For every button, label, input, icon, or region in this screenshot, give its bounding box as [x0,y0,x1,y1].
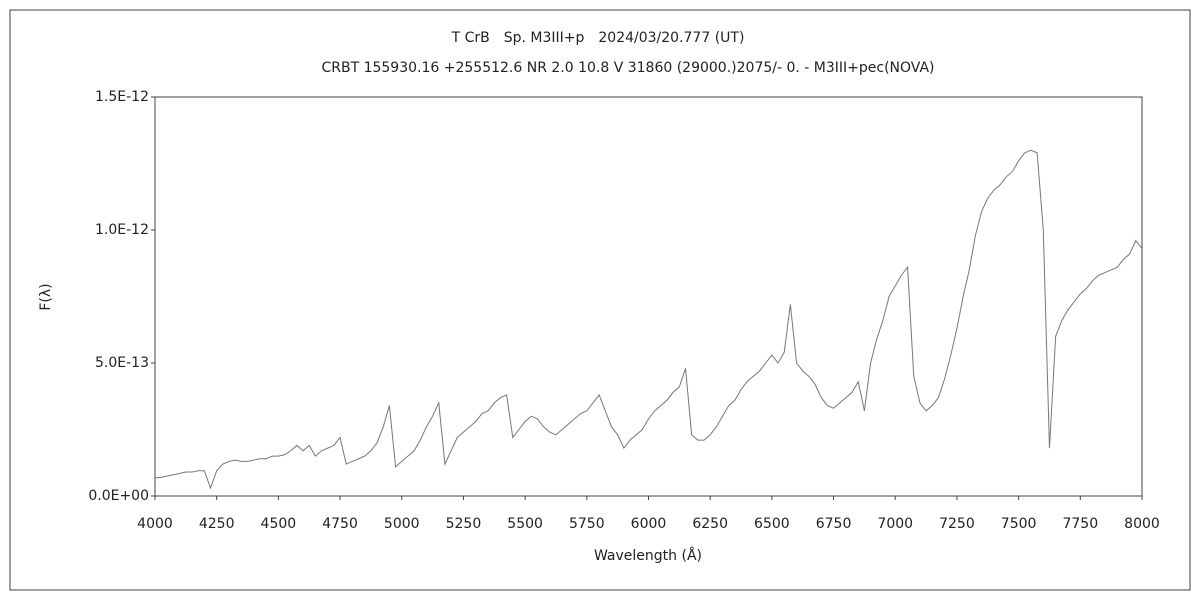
x-tick-label: 4250 [199,516,235,532]
x-tick-label: 4500 [261,516,297,532]
y-tick-label: 5.0E-13 [95,355,149,371]
y-axis-label: F(λ) [38,283,54,310]
x-tick-label: 7000 [877,516,913,532]
frame [9,9,1191,591]
x-tick-label: 7500 [1001,516,1037,532]
chart-title: T CrB Sp. M3III+p 2024/03/20.777 (UT) [451,30,745,46]
x-tick-label: 6000 [631,516,667,532]
x-axis-label: Wavelength (Å) [594,547,702,564]
x-tick-label: 4750 [322,516,358,532]
y-tick-label: 0.0E+00 [88,488,149,504]
x-tick-label: 4000 [137,516,173,532]
x-tick-label: 5250 [446,516,482,532]
x-tick-label: 5500 [507,516,543,532]
x-tick-label: 8000 [1124,516,1160,532]
y-tick-label: 1.5E-12 [95,89,149,105]
x-tick-label: 7250 [939,516,975,532]
x-tick-label: 5750 [569,516,605,532]
x-tick-label: 6750 [816,516,852,532]
y-tick-label: 1.0E-12 [95,222,149,238]
x-tick-label: 6500 [754,516,790,532]
x-tick-label: 7750 [1062,516,1098,532]
chart-subtitle: CRBT 155930.16 +255512.6 NR 2.0 10.8 V 3… [321,60,934,76]
x-tick-label: 5000 [384,516,420,532]
spectrum-line [154,149,1143,490]
x-tick-label: 6250 [692,516,728,532]
